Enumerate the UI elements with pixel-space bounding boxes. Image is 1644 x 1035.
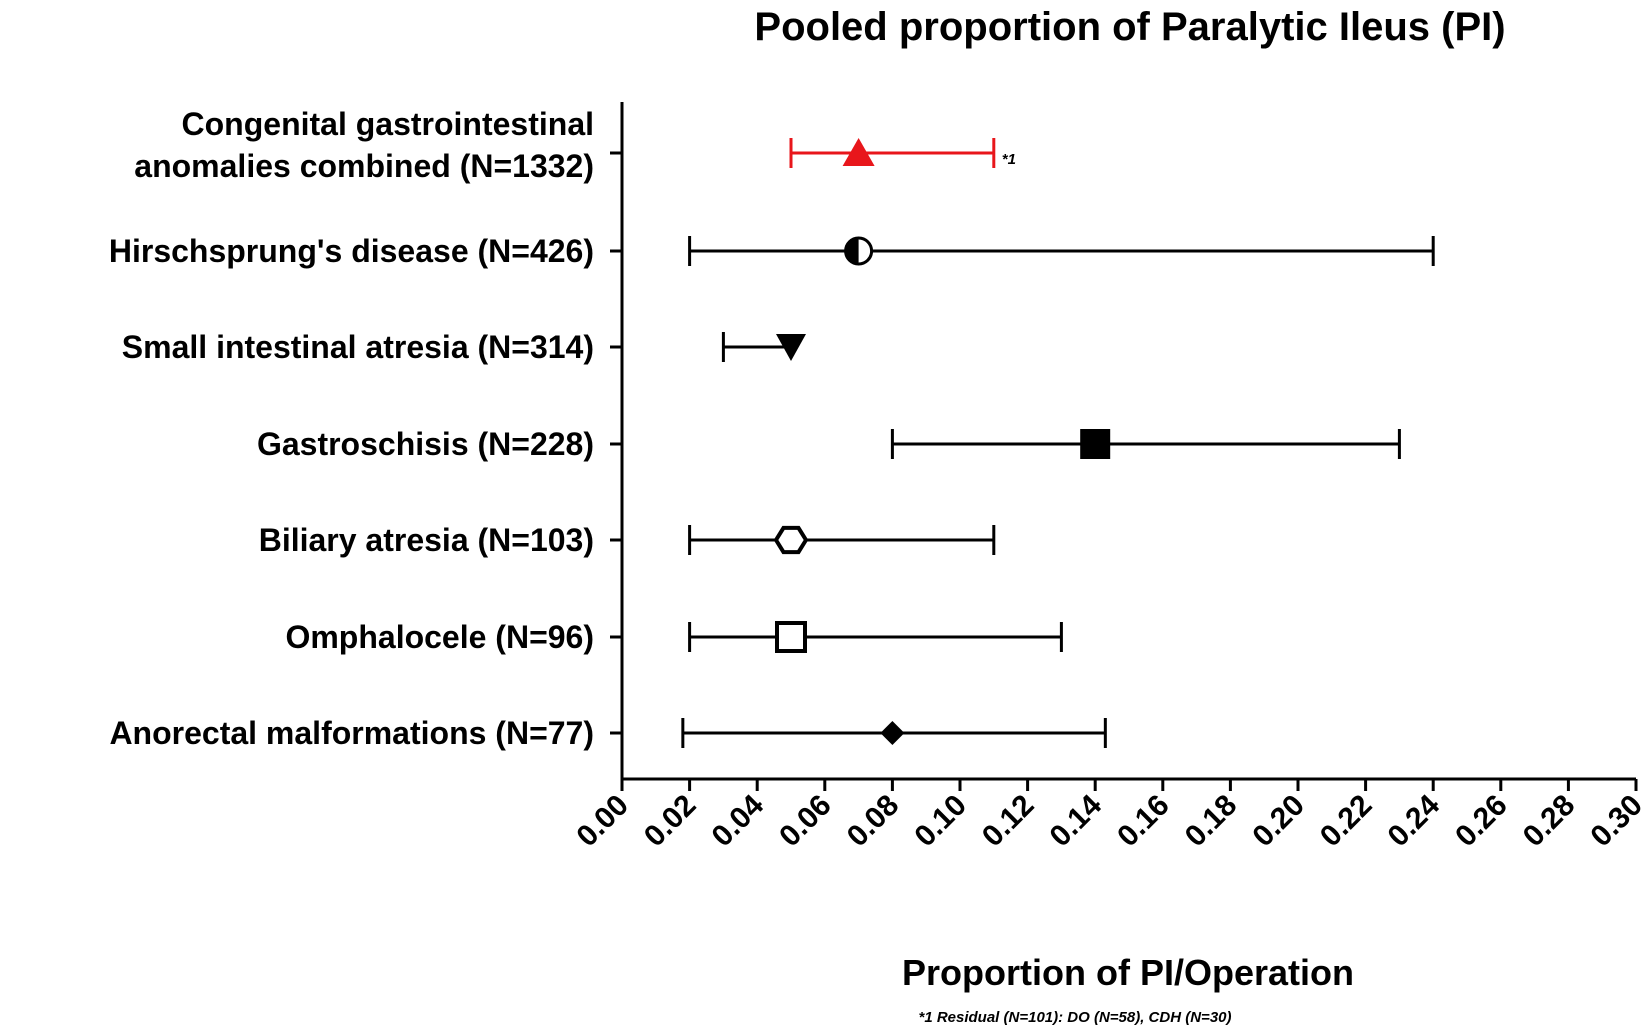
forest-row: Small intestinal atresia (N=314) [122, 329, 806, 365]
point-estimate-marker [776, 334, 806, 361]
forest-row: Congenital gastrointestinal anomalies com… [134, 106, 1016, 184]
x-tick-label: 0.28 [1517, 789, 1582, 854]
x-tick-label: 0.24 [1382, 788, 1447, 853]
category-label: anomalies combined (N=1332) [134, 148, 594, 184]
x-tick-label: 0.30 [1584, 789, 1644, 854]
category-label: Biliary atresia (N=103) [259, 522, 594, 558]
category-label: Small intestinal atresia (N=314) [122, 329, 594, 365]
category-label: Omphalocele (N=96) [285, 619, 594, 655]
x-tick-label: 0.02 [638, 789, 703, 854]
forest-row: Gastroschisis (N=228) [257, 426, 1401, 462]
x-tick-label: 0.06 [773, 789, 838, 854]
plot-rows: Congenital gastrointestinal anomalies com… [109, 106, 1435, 751]
x-tick-label: 0.10 [908, 789, 973, 854]
point-estimate-marker [773, 525, 809, 555]
category-label: Congenital gastrointestinal [182, 106, 594, 142]
category-label: Hirschsprung's disease (N=426) [109, 233, 594, 269]
point-estimate-marker [880, 721, 905, 745]
x-tick-label: 0.12 [976, 789, 1041, 854]
annotation-label: *1 [1002, 151, 1016, 168]
forest-row: Hirschsprung's disease (N=426) [109, 233, 1435, 269]
x-tick-label: 0.16 [1111, 789, 1176, 854]
x-axis-label: Proportion of PI/Operation [902, 952, 1354, 993]
axes [620, 102, 1636, 781]
forest-row: Biliary atresia (N=103) [259, 522, 996, 558]
point-estimate-marker [775, 621, 807, 653]
forest-row: Omphalocele (N=96) [285, 619, 1063, 655]
footnote: *1 Residual (N=101): DO (N=58), CDH (N=3… [918, 1009, 1231, 1026]
chart-title: Pooled proportion of Paralytic Ileus (PI… [754, 5, 1505, 49]
x-tick-label: 0.20 [1246, 789, 1311, 854]
x-tick-label: 0.26 [1449, 789, 1514, 854]
x-tick-label: 0.08 [841, 789, 906, 854]
point-estimate-marker [842, 138, 875, 166]
x-tick-label: 0.22 [1314, 789, 1379, 854]
x-tick-label: 0.04 [706, 788, 771, 853]
x-tick-label: 0.18 [1179, 789, 1244, 854]
x-tick-label: 0.00 [570, 789, 635, 854]
point-estimate-marker-fill [845, 238, 859, 264]
category-label: Gastroschisis (N=228) [257, 426, 594, 462]
category-label: Anorectal malformations (N=77) [109, 715, 594, 751]
forest-row: Anorectal malformations (N=77) [109, 715, 1107, 751]
point-estimate-marker [1080, 429, 1111, 459]
x-axis-ticks: 0.00 0.02 0.04 0.06 0.08 0.10 0.12 0.14 0.16 0.18… [570, 779, 1644, 853]
x-tick-label: 0.14 [1044, 788, 1109, 853]
